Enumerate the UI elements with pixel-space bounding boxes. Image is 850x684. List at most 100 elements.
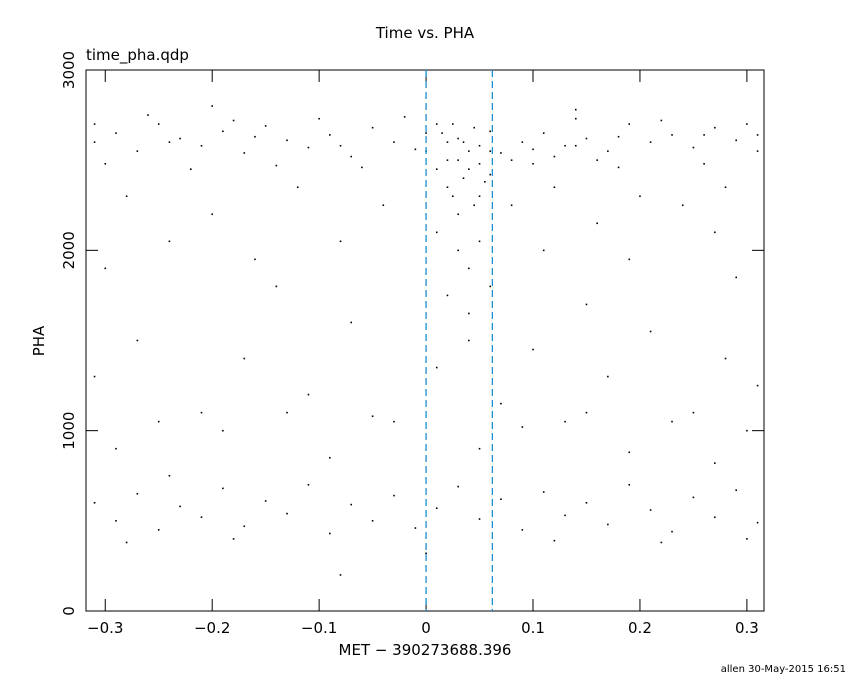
x-tick-label: 0.3	[735, 619, 759, 637]
point	[607, 523, 609, 526]
point	[200, 144, 203, 147]
point	[371, 415, 374, 418]
point	[714, 231, 716, 234]
point	[452, 123, 454, 125]
point	[393, 494, 395, 497]
x-tick-label: −0.3	[87, 619, 123, 637]
footer: allen 30-May-2015 16:51	[721, 664, 846, 675]
point	[329, 532, 331, 535]
point	[441, 132, 443, 134]
point	[371, 520, 374, 522]
point	[446, 159, 449, 161]
point	[168, 240, 171, 243]
point	[574, 117, 577, 120]
point	[521, 529, 524, 531]
point	[275, 285, 278, 288]
point	[179, 505, 181, 508]
point	[93, 123, 96, 125]
point	[756, 150, 759, 152]
point	[286, 512, 288, 515]
point	[462, 177, 465, 179]
point	[639, 195, 641, 198]
point	[489, 130, 492, 133]
point	[553, 186, 556, 189]
point	[478, 195, 481, 198]
point	[350, 503, 353, 506]
point	[489, 285, 492, 288]
point	[222, 429, 224, 432]
point	[104, 162, 107, 165]
point	[521, 426, 524, 428]
point	[414, 148, 417, 151]
point	[243, 525, 246, 528]
point	[735, 139, 737, 142]
point	[542, 491, 545, 493]
point	[211, 213, 213, 216]
point	[414, 527, 417, 529]
point	[553, 539, 556, 542]
point	[115, 132, 117, 134]
point	[254, 258, 256, 261]
point	[585, 303, 588, 306]
point	[574, 144, 577, 147]
point	[222, 130, 224, 133]
point	[104, 267, 107, 270]
point	[435, 123, 438, 125]
point	[660, 119, 663, 122]
point	[371, 126, 374, 129]
point	[692, 146, 695, 149]
point	[339, 574, 342, 576]
point	[125, 541, 128, 544]
point	[564, 514, 566, 517]
point	[339, 144, 342, 147]
point	[136, 492, 139, 495]
point	[457, 159, 459, 161]
point	[435, 366, 438, 369]
point	[500, 152, 502, 154]
point	[136, 150, 139, 152]
chart-title: Time vs. PHA	[375, 24, 475, 42]
point	[692, 496, 695, 499]
point	[307, 146, 310, 149]
x-tick-label: 0.2	[628, 619, 652, 637]
point	[746, 123, 748, 125]
point	[596, 222, 598, 225]
y-tick-label: 2000	[60, 231, 78, 269]
point	[681, 204, 684, 207]
point	[607, 375, 609, 378]
point	[296, 186, 299, 189]
point	[473, 126, 475, 129]
point	[157, 123, 160, 125]
point	[714, 126, 716, 129]
point	[756, 384, 759, 387]
point	[157, 420, 160, 423]
point	[478, 518, 481, 520]
point	[756, 521, 759, 524]
point	[735, 489, 737, 491]
point	[307, 393, 310, 396]
point	[500, 498, 502, 500]
point	[382, 204, 385, 207]
point	[564, 144, 566, 147]
point	[329, 134, 331, 136]
x-tick-label: −0.1	[301, 619, 337, 637]
point	[628, 451, 631, 454]
point	[574, 108, 577, 111]
point	[446, 186, 449, 189]
point	[478, 240, 481, 243]
point	[350, 155, 353, 158]
point	[484, 181, 486, 183]
point	[329, 456, 331, 459]
point	[628, 123, 631, 125]
point	[435, 231, 438, 234]
point	[649, 141, 652, 143]
point	[714, 462, 716, 464]
point	[425, 552, 427, 555]
point	[457, 213, 459, 216]
point	[147, 114, 149, 116]
point	[596, 159, 598, 161]
point	[393, 141, 395, 143]
x-tick-label: −0.2	[194, 619, 230, 637]
point	[671, 420, 673, 423]
point	[724, 357, 727, 360]
